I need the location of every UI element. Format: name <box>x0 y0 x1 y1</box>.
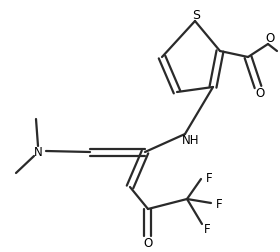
Text: NH: NH <box>182 134 200 147</box>
Text: O: O <box>143 237 153 249</box>
Text: F: F <box>206 171 212 184</box>
Text: F: F <box>204 223 210 236</box>
Text: S: S <box>192 9 200 21</box>
Text: O: O <box>265 32 275 44</box>
Text: O: O <box>255 86 265 99</box>
Text: F: F <box>216 198 222 211</box>
Text: N: N <box>34 145 42 158</box>
